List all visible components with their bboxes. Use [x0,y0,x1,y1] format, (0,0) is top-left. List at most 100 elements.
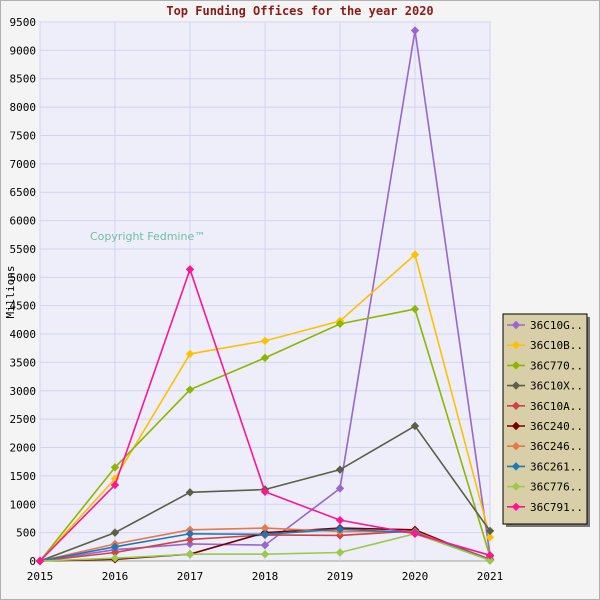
data-point [410,421,420,431]
y-tick-label: 500 [16,527,36,540]
legend-label: 36C10G.. [530,319,583,332]
legend-item: 36C10A.. [507,400,583,413]
y-tick-label: 4000 [10,328,37,341]
data-point [260,336,270,346]
y-tick-label: 3000 [10,385,37,398]
legend-label: 36C240.. [530,420,583,433]
y-tick-label: 4500 [10,300,37,313]
series-10 [35,265,495,566]
legend-label: 36C10X.. [530,380,583,393]
legend-item: 36C10G.. [507,319,583,332]
data-point [110,528,120,537]
legend-item: 36C770.. [507,359,583,372]
y-tick-label: 8500 [10,73,37,86]
data-point [260,540,270,550]
legend-item: 36C10B.. [507,339,583,352]
data-point [185,529,195,538]
series-layer [35,26,495,566]
y-tick-label: 1500 [10,470,37,483]
legend-swatch-marker [511,442,521,451]
y-tick-label: 2000 [10,442,37,455]
y-tick-label: 1000 [10,498,37,511]
data-point [485,551,495,560]
watermark: Copyright Fedmine™ [90,230,205,243]
data-point [335,484,345,493]
legend-swatch-marker [511,320,521,330]
legend-swatch-marker [511,401,521,410]
x-axis-ticks: 2015 2016 2017 2018 2019 2020 2021 [27,570,504,583]
legend-label: 36C791.. [530,501,583,514]
chart-title: Top Funding Offices for the year 2020 [166,4,433,18]
data-point [260,487,270,496]
data-point [185,549,195,559]
data-point [185,535,195,544]
y-tick-label: 3500 [10,356,37,369]
y-tick-label: 5000 [10,271,37,284]
legend-swatch-marker [511,381,521,390]
data-point [110,553,120,563]
legend-label: 36C10B.. [530,339,583,352]
data-point [410,304,420,314]
data-point [485,556,495,565]
data-point [335,548,345,557]
data-point [260,523,270,533]
data-point [410,250,420,259]
legend-item: 36C240.. [507,420,583,433]
x-tick-label: 2015 [27,570,54,583]
data-point [485,532,495,542]
y-tick-label: 2500 [10,413,37,426]
data-point [185,385,195,394]
data-point [260,353,270,363]
data-point [185,265,195,274]
x-tick-label: 2020 [402,570,429,583]
legend-swatch-marker [511,341,521,350]
data-point [335,465,345,474]
x-tick-label: 2021 [477,570,504,583]
data-point [260,549,270,559]
legend-swatch-marker [511,502,521,511]
x-tick-label: 2016 [102,570,129,583]
y-tick-label: 0 [29,555,36,568]
data-point [335,515,345,525]
y-tick-label: 7000 [10,158,37,171]
data-point [110,548,120,557]
y-tick-label: 7500 [10,129,37,142]
legend-swatch-marker [511,482,521,491]
y-tick-label: 9000 [10,44,37,57]
legend-item: 36C791.. [507,501,583,514]
legend-item: 36C776.. [507,481,583,494]
legend-item: 36C10X.. [507,380,583,393]
legend-swatch-marker [511,421,521,431]
y-tick-label: 8000 [10,101,37,114]
data-point [110,542,120,552]
data-point [185,539,195,549]
y-tick-label: 9500 [10,16,37,29]
data-point [335,319,345,329]
data-point [410,26,420,35]
legend-label: 36C770.. [530,359,583,372]
legend-swatch-marker [511,462,521,471]
x-tick-label: 2019 [327,570,354,583]
legend-label: 36C10A.. [530,400,583,413]
data-point [185,488,195,497]
legend-label: 36C261.. [530,460,583,473]
legend-item: 36C261.. [507,460,583,473]
y-axis-ticks: 0 500 1000 1500 2000 2500 3000 3500 4000 4500 5000… [10,16,37,568]
y-tick-label: 6500 [10,186,37,199]
data-point [110,463,120,472]
data-point [185,349,195,359]
y-tick-label: 5500 [10,243,37,256]
data-point [110,480,120,490]
data-point [410,529,420,538]
data-point [35,556,45,566]
data-point [335,525,345,534]
x-tick-label: 2017 [177,570,204,583]
data-point [485,526,495,536]
y-axis-label: Millions [4,266,17,319]
legend-swatch-marker [511,361,521,370]
x-tick-label: 2018 [252,570,279,583]
legend: 36C10G.. 36C10B.. 36C770.. 36C10X.. 36C10A..… [502,313,590,527]
legend-item: 36C246.. [507,440,583,453]
legend-label: 36C776.. [530,481,583,494]
